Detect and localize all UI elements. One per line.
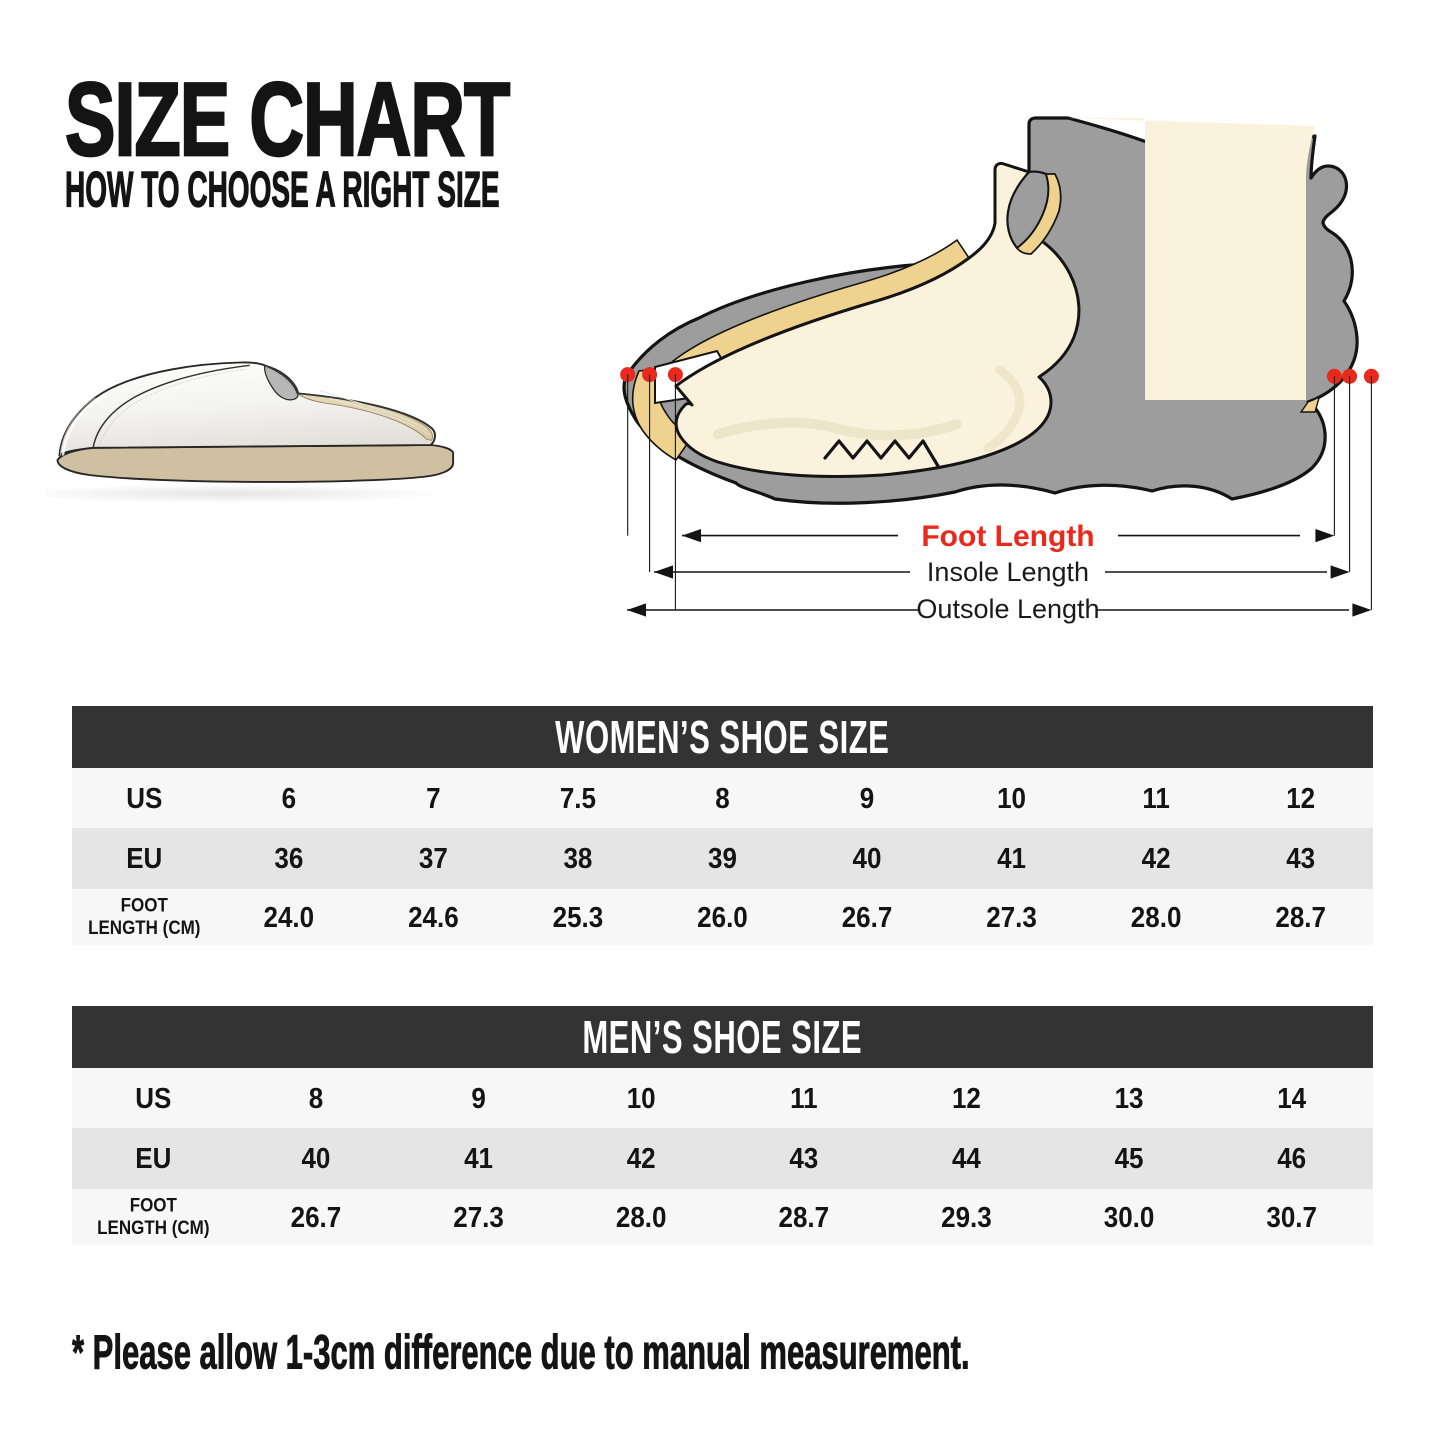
svg-text:Foot Length: Foot Length — [921, 520, 1094, 553]
svg-text:Insole Length: Insole Length — [927, 557, 1089, 587]
svg-text:Outsole Length: Outsole Length — [916, 594, 1099, 624]
